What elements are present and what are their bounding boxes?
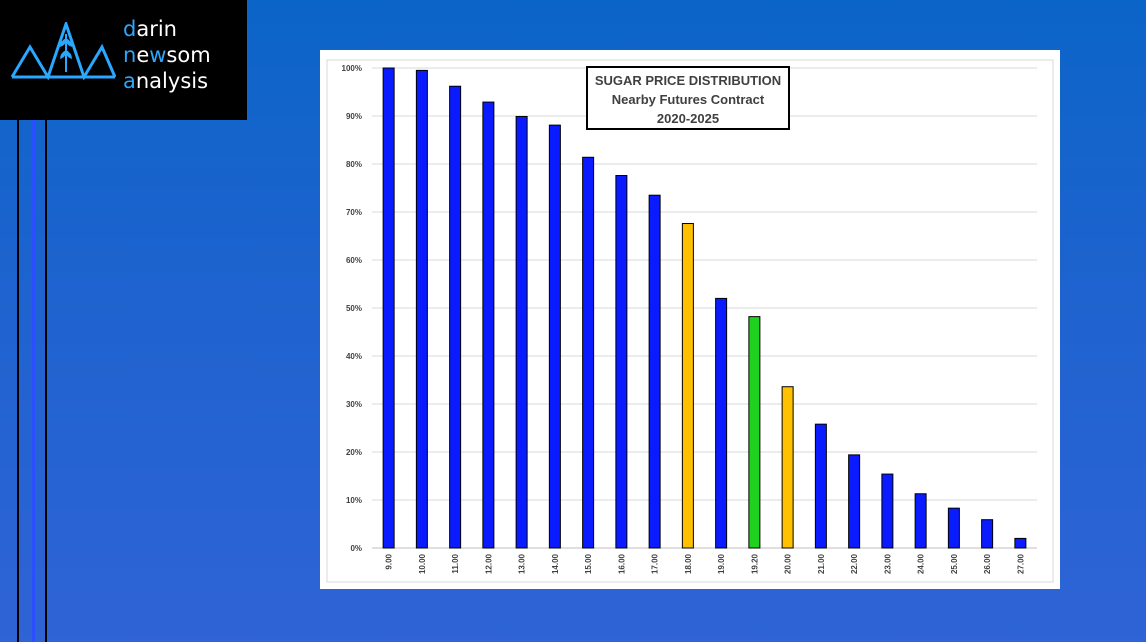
x-tick-label: 10.00 <box>418 553 427 574</box>
bar-9.00 <box>382 67 395 549</box>
x-tick-label: 19.00 <box>717 553 726 574</box>
bar-10.00 <box>415 69 428 549</box>
x-tick-label: 16.00 <box>617 553 626 574</box>
x-tick-label: 21.00 <box>817 553 826 574</box>
y-tick-label: 80% <box>346 160 362 169</box>
bar-24.00 <box>914 493 927 549</box>
bar-23.00 <box>881 473 894 549</box>
x-tick-label: 12.00 <box>484 553 493 574</box>
bar-16.00 <box>615 175 628 549</box>
y-tick-label: 70% <box>346 208 362 217</box>
bar-25.00 <box>947 507 960 549</box>
x-tick-label: 9.00 <box>385 553 394 569</box>
x-tick-label: 26.00 <box>983 553 992 574</box>
x-tick-label: 11.00 <box>451 553 460 573</box>
bar-18.00 <box>681 223 694 549</box>
x-tick-label: 19.20 <box>750 553 759 574</box>
bar-13.00 <box>515 115 528 549</box>
bar-22.00 <box>848 454 861 549</box>
x-tick-label: 17.00 <box>651 553 660 574</box>
y-tick-label: 50% <box>346 304 362 313</box>
y-tick-label: 20% <box>346 448 362 457</box>
decor-line-3 <box>45 120 47 642</box>
x-tick-label: 14.00 <box>551 553 560 574</box>
wheat-mountains-icon <box>10 22 116 80</box>
bar-14.00 <box>548 124 561 549</box>
x-tick-label: 15.00 <box>584 553 593 574</box>
chart-title-line-1: SUGAR PRICE DISTRIBUTION <box>594 73 782 88</box>
y-tick-label: 10% <box>346 496 362 505</box>
bar-19.20 <box>748 316 761 549</box>
brand-name: darin newsom analysis <box>123 17 211 93</box>
y-tick-label: 60% <box>346 256 362 265</box>
price-distribution-chart: 0% 10% 20% 30% 40% 50% 60% 70% 80% 90% 100% 9.00 10.… <box>326 59 1054 583</box>
x-tick-label: 23.00 <box>883 553 892 574</box>
y-tick-label: 90% <box>346 112 362 121</box>
x-tick-label: 24.00 <box>917 553 926 574</box>
chart-panel: 0% 10% 20% 30% 40% 50% 60% 70% 80% 90% 100% 9.00 10.… <box>320 50 1060 589</box>
bar-20.00 <box>781 386 794 549</box>
y-tick-label: 0% <box>350 544 362 553</box>
bar-12.00 <box>482 101 495 549</box>
bar-27.00 <box>1014 537 1027 549</box>
bar-11.00 <box>449 85 462 549</box>
bar-15.00 <box>582 156 595 549</box>
decor-line-1 <box>17 120 19 642</box>
x-tick-label: 22.00 <box>850 553 859 574</box>
logo: darin newsom analysis <box>0 0 247 120</box>
chart-title: SUGAR PRICE DISTRIBUTION Nearby Futures … <box>586 66 790 130</box>
bar-21.00 <box>814 423 827 549</box>
chart-title-line-2: Nearby Futures Contract <box>611 92 765 107</box>
bar-26.00 <box>981 519 994 549</box>
y-tick-label: 100% <box>342 64 362 73</box>
x-tick-label: 18.00 <box>684 553 693 574</box>
x-tick-label: 25.00 <box>950 553 959 574</box>
x-tick-label: 13.00 <box>518 553 527 574</box>
decor-line-2 <box>32 120 35 642</box>
y-tick-label: 40% <box>346 352 362 361</box>
x-tick-label: 27.00 <box>1016 553 1025 574</box>
bar-17.00 <box>648 194 661 549</box>
x-tick-label: 20.00 <box>784 553 793 574</box>
chart-frame <box>326 59 1054 583</box>
y-tick-label: 30% <box>346 400 362 409</box>
chart-title-line-3: 2020-2025 <box>656 111 720 126</box>
bar-19.00 <box>715 297 728 549</box>
